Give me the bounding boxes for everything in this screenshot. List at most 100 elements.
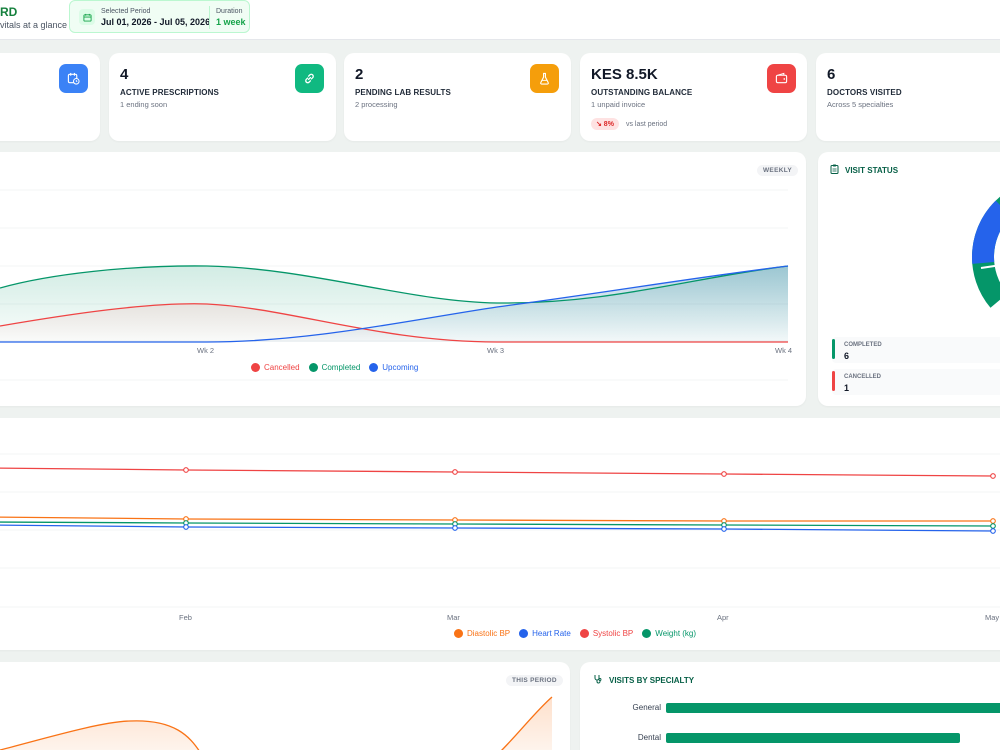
legend-item[interactable]: Heart Rate: [519, 629, 571, 638]
status-color-bar: [832, 371, 835, 391]
specialty-title: VISITS BY SPECIALTY: [609, 675, 695, 685]
status-row-completed[interactable]: COMPLETED 6: [832, 337, 1000, 363]
x-tick-label: May: [985, 613, 1000, 622]
bar-label: General: [632, 703, 661, 712]
legend-dot: [642, 629, 652, 638]
series-line-upcoming: [0, 265, 789, 343]
legend-item[interactable]: Completed: [308, 363, 361, 372]
period-divider: [209, 6, 210, 29]
page-title: RD: [0, 5, 18, 19]
spending-line: [0, 720, 200, 750]
series-line-weight: [0, 521, 994, 527]
legend-item[interactable]: Systolic BP: [579, 629, 634, 638]
status-row-cancelled[interactable]: CANCELLED 1: [832, 369, 1000, 395]
flask-icon: [530, 64, 559, 93]
stat-label: PENDING LAB RESULTS: [355, 88, 451, 97]
data-points: [183, 467, 996, 534]
status-value: 6: [844, 351, 850, 361]
legend-label: Heart Rate: [532, 629, 571, 638]
series-line-cancelled: [0, 303, 788, 343]
status-label: COMPLETED: [844, 342, 882, 348]
visit-status-card: VISIT STATUS COMPLETED 6 CANCELLED 1: [818, 152, 1000, 406]
stat-card-prescriptions[interactable]: 4 ACTIVE PRESCRIPTIONS 1 ending soon: [109, 53, 336, 141]
pie-slice-upcoming: [972, 178, 1000, 336]
stat-subtext: 1 ending soon: [120, 100, 168, 109]
legend-label: Cancelled: [264, 363, 300, 372]
series-line-diastolic: [0, 516, 993, 522]
legend-dot: [251, 363, 260, 372]
legend-label: Completed: [321, 363, 361, 372]
series-line-systolic: [0, 467, 994, 477]
trend-badge: ↘ 8%: [591, 118, 619, 130]
vitals-trend-card: Feb Mar Apr May Diastolic BP Heart Rate …: [0, 418, 1000, 650]
spending-chart: [0, 696, 553, 750]
vitals-trend-chart: [0, 453, 1000, 608]
x-tick-label: Wk 3: [487, 346, 505, 355]
period-selector[interactable]: Selected Period Jul 01, 2026 - Jul 05, 2…: [69, 0, 250, 33]
period-value: Jul 01, 2026 - Jul 05, 2026: [101, 17, 211, 27]
visit-status-heading: VISIT STATUS: [830, 164, 898, 176]
legend-dot: [454, 629, 463, 638]
period-label: Selected Period: [101, 8, 151, 15]
spending-line: [501, 696, 553, 750]
stat-card-balance[interactable]: KES 8.5K OUTSTANDING BALANCE 1 unpaid in…: [580, 53, 807, 141]
spending-area: [0, 697, 552, 750]
stat-subtext: Across 5 specialties: [827, 100, 894, 109]
bar-general[interactable]: [666, 703, 1000, 713]
legend-dot: [308, 363, 318, 372]
cancelled-area: [0, 303, 788, 342]
x-tick-label: Wk 4: [775, 346, 793, 355]
stat-label: OUTSTANDING BALANCE: [591, 88, 693, 97]
clipboard-icon: [830, 164, 839, 176]
wallet-icon: [767, 64, 796, 93]
trend-text: vs last period: [625, 120, 668, 128]
specialty-heading: VISITS BY SPECIALTY: [593, 674, 694, 686]
upcoming-area: [0, 266, 788, 342]
status-color-bar: [832, 339, 835, 359]
stat-value: 4: [120, 66, 129, 83]
legend-label: Weight (kg): [655, 629, 697, 638]
legend-label: Systolic BP: [592, 629, 634, 638]
specialty-card: VISITS BY SPECIALTY General Dental: [580, 662, 1000, 750]
visit-status-title: VISIT STATUS: [845, 165, 899, 175]
legend-dot: [579, 629, 589, 638]
series-line-completed: [0, 265, 789, 304]
trend-indicator: ↘ 8% vs last period: [591, 118, 667, 130]
spending-card: THIS PERIOD: [0, 662, 570, 750]
chart-legend: Diastolic BP Heart Rate Systolic BP Weig…: [454, 629, 696, 638]
stat-label: ACTIVE PRESCRIPTIONS: [120, 88, 219, 97]
visits-trend-card: WEEKLY Wk 2 Wk 3 Wk 4 Cancelled Complete…: [0, 152, 806, 406]
legend-label: Upcoming: [382, 363, 419, 372]
legend-label: Diastolic BP: [467, 629, 511, 638]
stat-card-lab-results[interactable]: 2 PENDING LAB RESULTS 2 processing: [344, 53, 571, 141]
stat-label: DOCTORS VISITED: [827, 88, 902, 97]
calendar-clock-icon: [59, 64, 88, 93]
chart-gridlines: [0, 453, 1000, 608]
page-subtitle: vitals at a glance: [0, 20, 68, 30]
weekly-badge[interactable]: WEEKLY: [757, 165, 799, 176]
status-value: 1: [844, 383, 850, 393]
this-period-badge[interactable]: THIS PERIOD: [506, 675, 563, 686]
visit-status-donut: [972, 178, 1000, 336]
bar-label: Dental: [637, 733, 661, 742]
legend-item[interactable]: Upcoming: [369, 363, 418, 372]
stat-card-visits[interactable]: [0, 53, 100, 141]
stat-value: 6: [827, 66, 836, 83]
duration-label: Duration: [216, 8, 243, 15]
bar-dental[interactable]: [666, 733, 960, 743]
legend-item[interactable]: Cancelled: [251, 363, 300, 372]
stat-card-doctors[interactable]: 6 DOCTORS VISITED Across 5 specialties: [816, 53, 1000, 141]
calendar-icon: [79, 9, 95, 25]
visits-trend-chart: [0, 189, 789, 381]
stat-subtext: 2 processing: [355, 100, 398, 109]
stat-subtext: 1 unpaid invoice: [591, 100, 646, 109]
stethoscope-icon: [593, 674, 603, 686]
stat-value: 2: [355, 66, 364, 83]
chart-legend: Cancelled Completed Upcoming: [251, 363, 418, 372]
legend-item[interactable]: Weight (kg): [642, 629, 696, 638]
stat-value: KES 8.5K: [591, 66, 658, 83]
x-tick-label: Mar: [447, 613, 460, 622]
legend-item[interactable]: Diastolic BP: [454, 629, 510, 638]
x-tick-label: Apr: [717, 613, 729, 622]
link-icon: [295, 64, 324, 93]
